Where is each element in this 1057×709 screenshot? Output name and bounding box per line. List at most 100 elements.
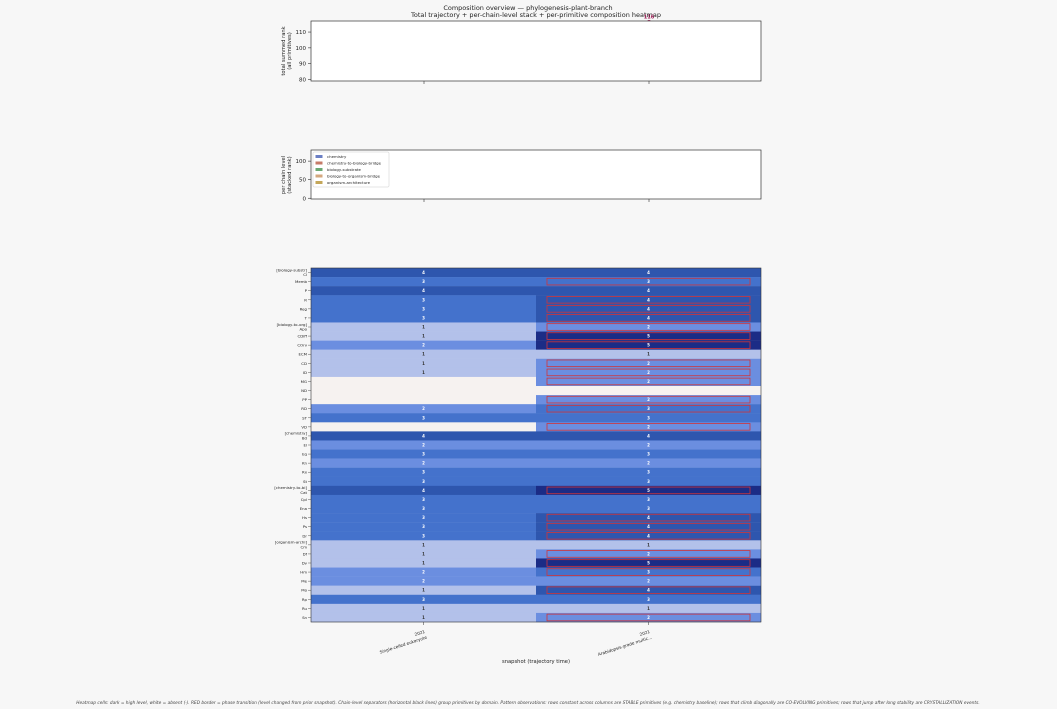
heatmap-cell [536, 431, 761, 441]
phase-transition-border [546, 513, 751, 522]
heatmap-cell [311, 494, 536, 505]
legend-swatch [315, 155, 323, 158]
heatmap-cell-value: 3 [422, 470, 425, 475]
heatmap-cell-value: 3 [422, 306, 425, 311]
heatmap-cell [536, 513, 761, 523]
heatmap-cell [536, 286, 761, 296]
heatmap-group-label: [chemistry-to-bi] [274, 485, 307, 490]
heatmap-cell-value: 3 [422, 415, 425, 420]
heatmap-row-label: St [303, 479, 307, 484]
heatmap-cell [536, 585, 761, 595]
heatmap-cell [311, 295, 536, 305]
heatmap-cell [311, 603, 536, 614]
phase-transition-border [546, 377, 751, 386]
heatmap-cells: 4 4 3 3 4 4 3 4 3 4 3 4 1 2 1 5 2 5 1 1 1 2 1 2 2 2 2 3 3 3 2 4 4 2 2 3 3 2 2 3… [310, 267, 762, 623]
heatmap-cell-value: 2 [422, 579, 425, 584]
heatmap-cell-value: 2 [647, 370, 650, 375]
phase-transition-border [546, 568, 751, 576]
legend-swatch [315, 168, 323, 171]
heatmap-cell-value: 4 [647, 315, 650, 320]
heatmap-row-label: Cat [300, 490, 307, 495]
heatmap-cell-value: 3 [647, 470, 650, 475]
heatmap-cell-value: 2 [647, 325, 650, 330]
heatmap-cell [536, 440, 761, 450]
heatmap-cell-value: 4 [647, 288, 650, 293]
figure-footer: Heatmap cells: dark = high level, white … [76, 700, 979, 706]
heatmap-cell [311, 476, 536, 487]
heatmap-group-label: [chemistry] [285, 431, 308, 436]
total-ylabel-line1: total summed rank [281, 26, 287, 75]
phase-transition-border [546, 532, 751, 540]
phase-transition-border [546, 404, 751, 413]
heatmap-cell-value: 4 [422, 270, 425, 275]
heatmap-cell-value: 3 [422, 533, 425, 538]
phase-transition-border [546, 296, 751, 304]
phase-transition-border [546, 586, 751, 594]
heatmap-cell-value: 2 [422, 570, 425, 575]
heatmap-cell [536, 485, 761, 496]
heatmap-cell-value: 4 [422, 433, 425, 438]
phase-transition-border [546, 522, 751, 531]
legend-swatch [315, 174, 323, 178]
heatmap-cell-value: 3 [422, 497, 425, 502]
phase-transition-border [546, 395, 751, 404]
heatmap-cell-value: 1 [422, 325, 425, 330]
heatmap-row-label: Ps [303, 524, 307, 529]
y-tick-label: 90 [299, 62, 306, 68]
heatmap-row-label: T [304, 315, 308, 320]
heatmap-cell [536, 612, 761, 623]
heatmap-row-label: MG [301, 379, 307, 384]
legend-swatch [315, 161, 323, 165]
heatmap-cell-value: 1 [422, 588, 425, 593]
heatmap-cell [536, 331, 761, 341]
heatmap-cell [536, 404, 761, 414]
heatmap-cell [311, 376, 536, 387]
phase-transition-border [546, 314, 751, 322]
stack-ylabel-line1: per chain level [281, 156, 287, 194]
heatmap-cell [311, 431, 536, 441]
heatmap-row-label: ST [302, 415, 307, 420]
phase-transition-border [546, 613, 751, 622]
heatmap-cell-value: 5 [647, 561, 650, 566]
heatmap-cell [311, 449, 536, 459]
phase-transition-border [546, 423, 751, 431]
heatmap-cell [311, 286, 536, 296]
heatmap-cell [311, 404, 536, 414]
heatmap-row-label: Eq [302, 452, 307, 457]
heatmap-cell [311, 549, 536, 559]
column-label-name: Single-celled eukaryote [379, 635, 428, 655]
heatmap-cell-value: 4 [647, 533, 650, 538]
heatmap-cell [311, 558, 536, 568]
heatmap-cell [536, 349, 761, 359]
heatmap-cell-value: 1 [647, 542, 650, 547]
heatmap-row-label: Cpl [301, 497, 307, 502]
heatmap-row-label: RD [301, 406, 307, 411]
phase-transition-border [546, 559, 751, 567]
heatmap-cell-value: 1 [422, 334, 425, 339]
heatmap-cell [311, 340, 536, 350]
heatmap-cell-value: 4 [647, 270, 650, 275]
phase-transition-border [546, 332, 751, 340]
heatmap-cell [311, 576, 536, 586]
column-label: 2021Arabidopsis-grade multic... [595, 629, 652, 657]
heatmap-cell [536, 422, 761, 432]
heatmap-cell [311, 313, 536, 323]
heatmap-cell-value: 4 [647, 515, 650, 520]
heatmap-cell [311, 322, 536, 332]
phase-transition-border [546, 486, 751, 495]
heatmap-cell-value: 2 [647, 551, 650, 556]
heatmap-row-label: Bd [302, 436, 308, 441]
heatmap-cell [311, 540, 536, 550]
heatmap-cell [311, 485, 536, 496]
heatmap-cell-value: 2 [647, 579, 650, 584]
heatmap-cell-value: 3 [647, 597, 650, 602]
total-line-axes: 80 90 100 110 [296, 20, 762, 84]
heatmap-cell [311, 567, 536, 577]
heatmap-cell-value: 3 [422, 479, 425, 484]
heatmap-cell-value: 1 [422, 361, 425, 366]
heatmap-row-label: Kn [302, 461, 308, 466]
heatmap-row-label: ID [303, 370, 307, 375]
heatmap-cell [311, 386, 536, 396]
